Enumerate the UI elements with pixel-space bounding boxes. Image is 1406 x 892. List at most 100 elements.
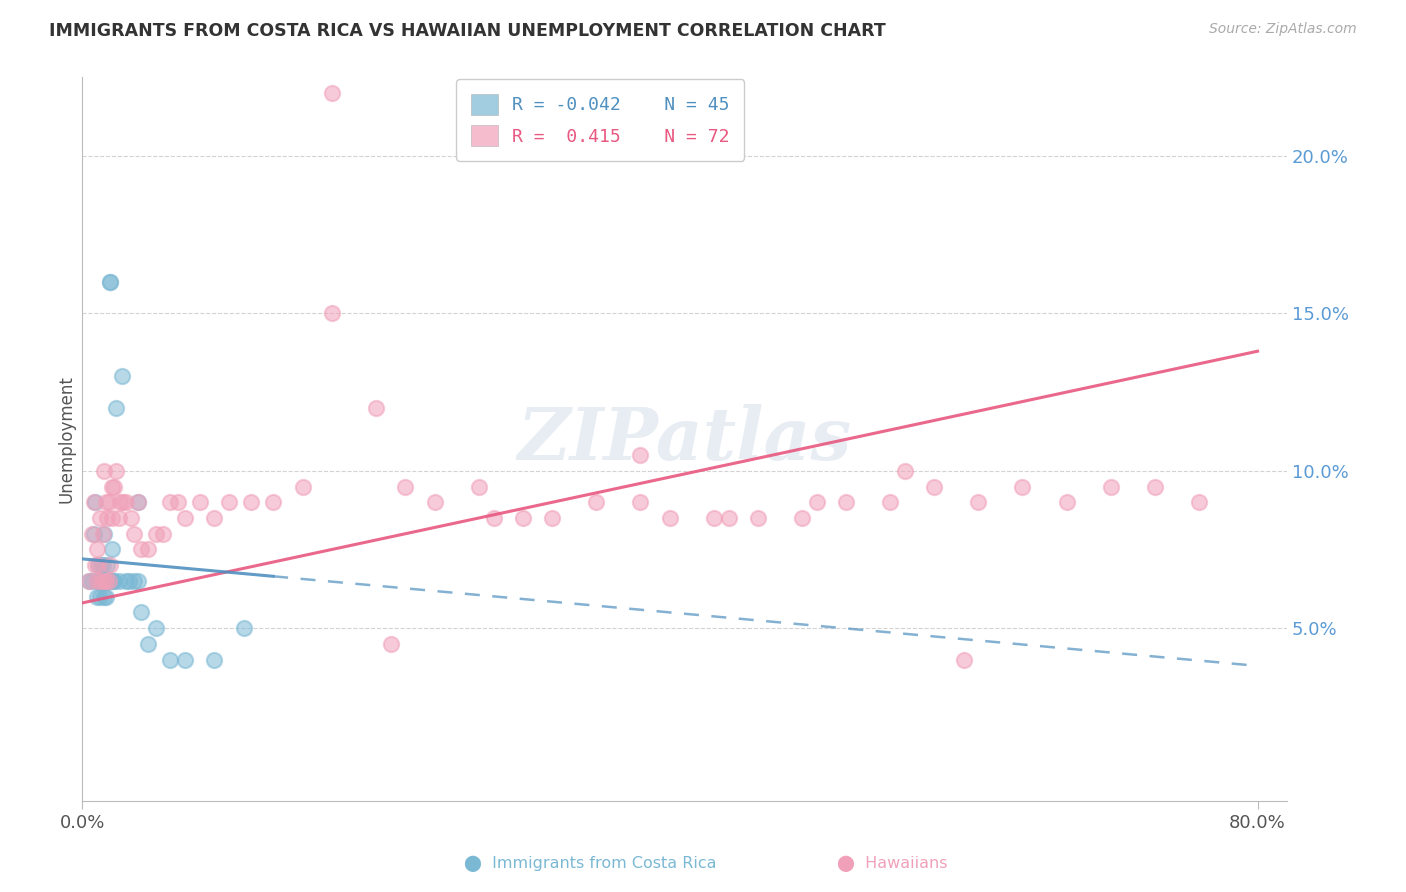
Point [218,495,240,509]
Point [96,574,118,588]
Point [90,558,112,573]
Point [703,511,725,525]
Point [89,511,111,525]
Point [112,495,135,509]
Point [91,574,114,588]
Point [806,495,828,509]
Point [790,511,813,525]
Point [79,574,101,588]
Point [94,495,117,509]
Point [423,495,446,509]
Point [94,574,117,588]
Point [321,86,343,100]
Point [136,542,159,557]
Point [100,542,122,557]
Point [202,652,225,666]
Point [111,369,134,384]
Point [108,511,131,525]
Point [90,574,112,588]
Point [188,495,211,509]
Point [321,306,343,320]
Point [127,495,149,509]
Point [103,479,125,493]
Point [101,574,124,588]
Point [894,464,917,478]
Point [98,275,121,289]
Point [240,495,263,509]
Point [86,574,108,588]
Point [630,448,652,462]
Point [91,558,114,573]
Point [96,511,118,525]
Point [82,574,104,588]
Point [159,652,181,666]
Point [94,590,117,604]
Point [86,590,108,604]
Point [82,526,104,541]
Point [122,574,145,588]
Point [118,574,141,588]
Point [262,495,284,509]
Point [100,574,122,588]
Point [127,574,149,588]
Point [129,606,152,620]
Point [84,495,107,509]
Text: Source: ZipAtlas.com: Source: ZipAtlas.com [1209,22,1357,37]
Point [103,574,125,588]
Point [93,574,115,588]
Point [174,652,197,666]
Point [94,574,117,588]
Point [79,574,101,588]
Point [468,479,491,493]
Point [120,511,142,525]
Point [97,495,120,509]
Text: IMMIGRANTS FROM COSTA RICA VS HAWAIIAN UNEMPLOYMENT CORRELATION CHART: IMMIGRANTS FROM COSTA RICA VS HAWAIIAN U… [49,22,886,40]
Point [717,511,740,525]
Point [87,574,110,588]
Point [100,479,122,493]
Point [97,574,120,588]
Point [104,464,127,478]
Point [98,558,121,573]
Point [97,574,120,588]
Point [1188,495,1211,509]
Point [98,275,121,289]
Point [115,495,138,509]
Point [174,511,197,525]
Point [93,526,115,541]
Y-axis label: Unemployment: Unemployment [58,376,75,503]
Point [291,479,314,493]
Text: ZIPatlas: ZIPatlas [517,404,852,475]
Point [89,574,111,588]
Point [90,574,112,588]
Point [127,495,149,509]
Point [747,511,769,525]
Point [100,511,122,525]
Point [967,495,990,509]
Point [202,511,225,525]
Point [1099,479,1122,493]
Point [91,526,114,541]
Point [87,558,110,573]
Point [394,479,416,493]
Point [136,637,159,651]
Point [145,621,167,635]
Point [115,574,138,588]
Point [83,495,105,509]
Point [630,495,652,509]
Point [512,511,534,525]
Point [86,542,108,557]
Point [84,558,107,573]
Point [159,495,181,509]
Point [835,495,858,509]
Point [364,401,387,415]
Point [1011,479,1033,493]
Point [110,495,132,509]
Point [1143,479,1166,493]
Point [380,637,402,651]
Point [83,526,105,541]
Point [879,495,901,509]
Point [166,495,188,509]
Point [90,574,112,588]
Point [96,558,118,573]
